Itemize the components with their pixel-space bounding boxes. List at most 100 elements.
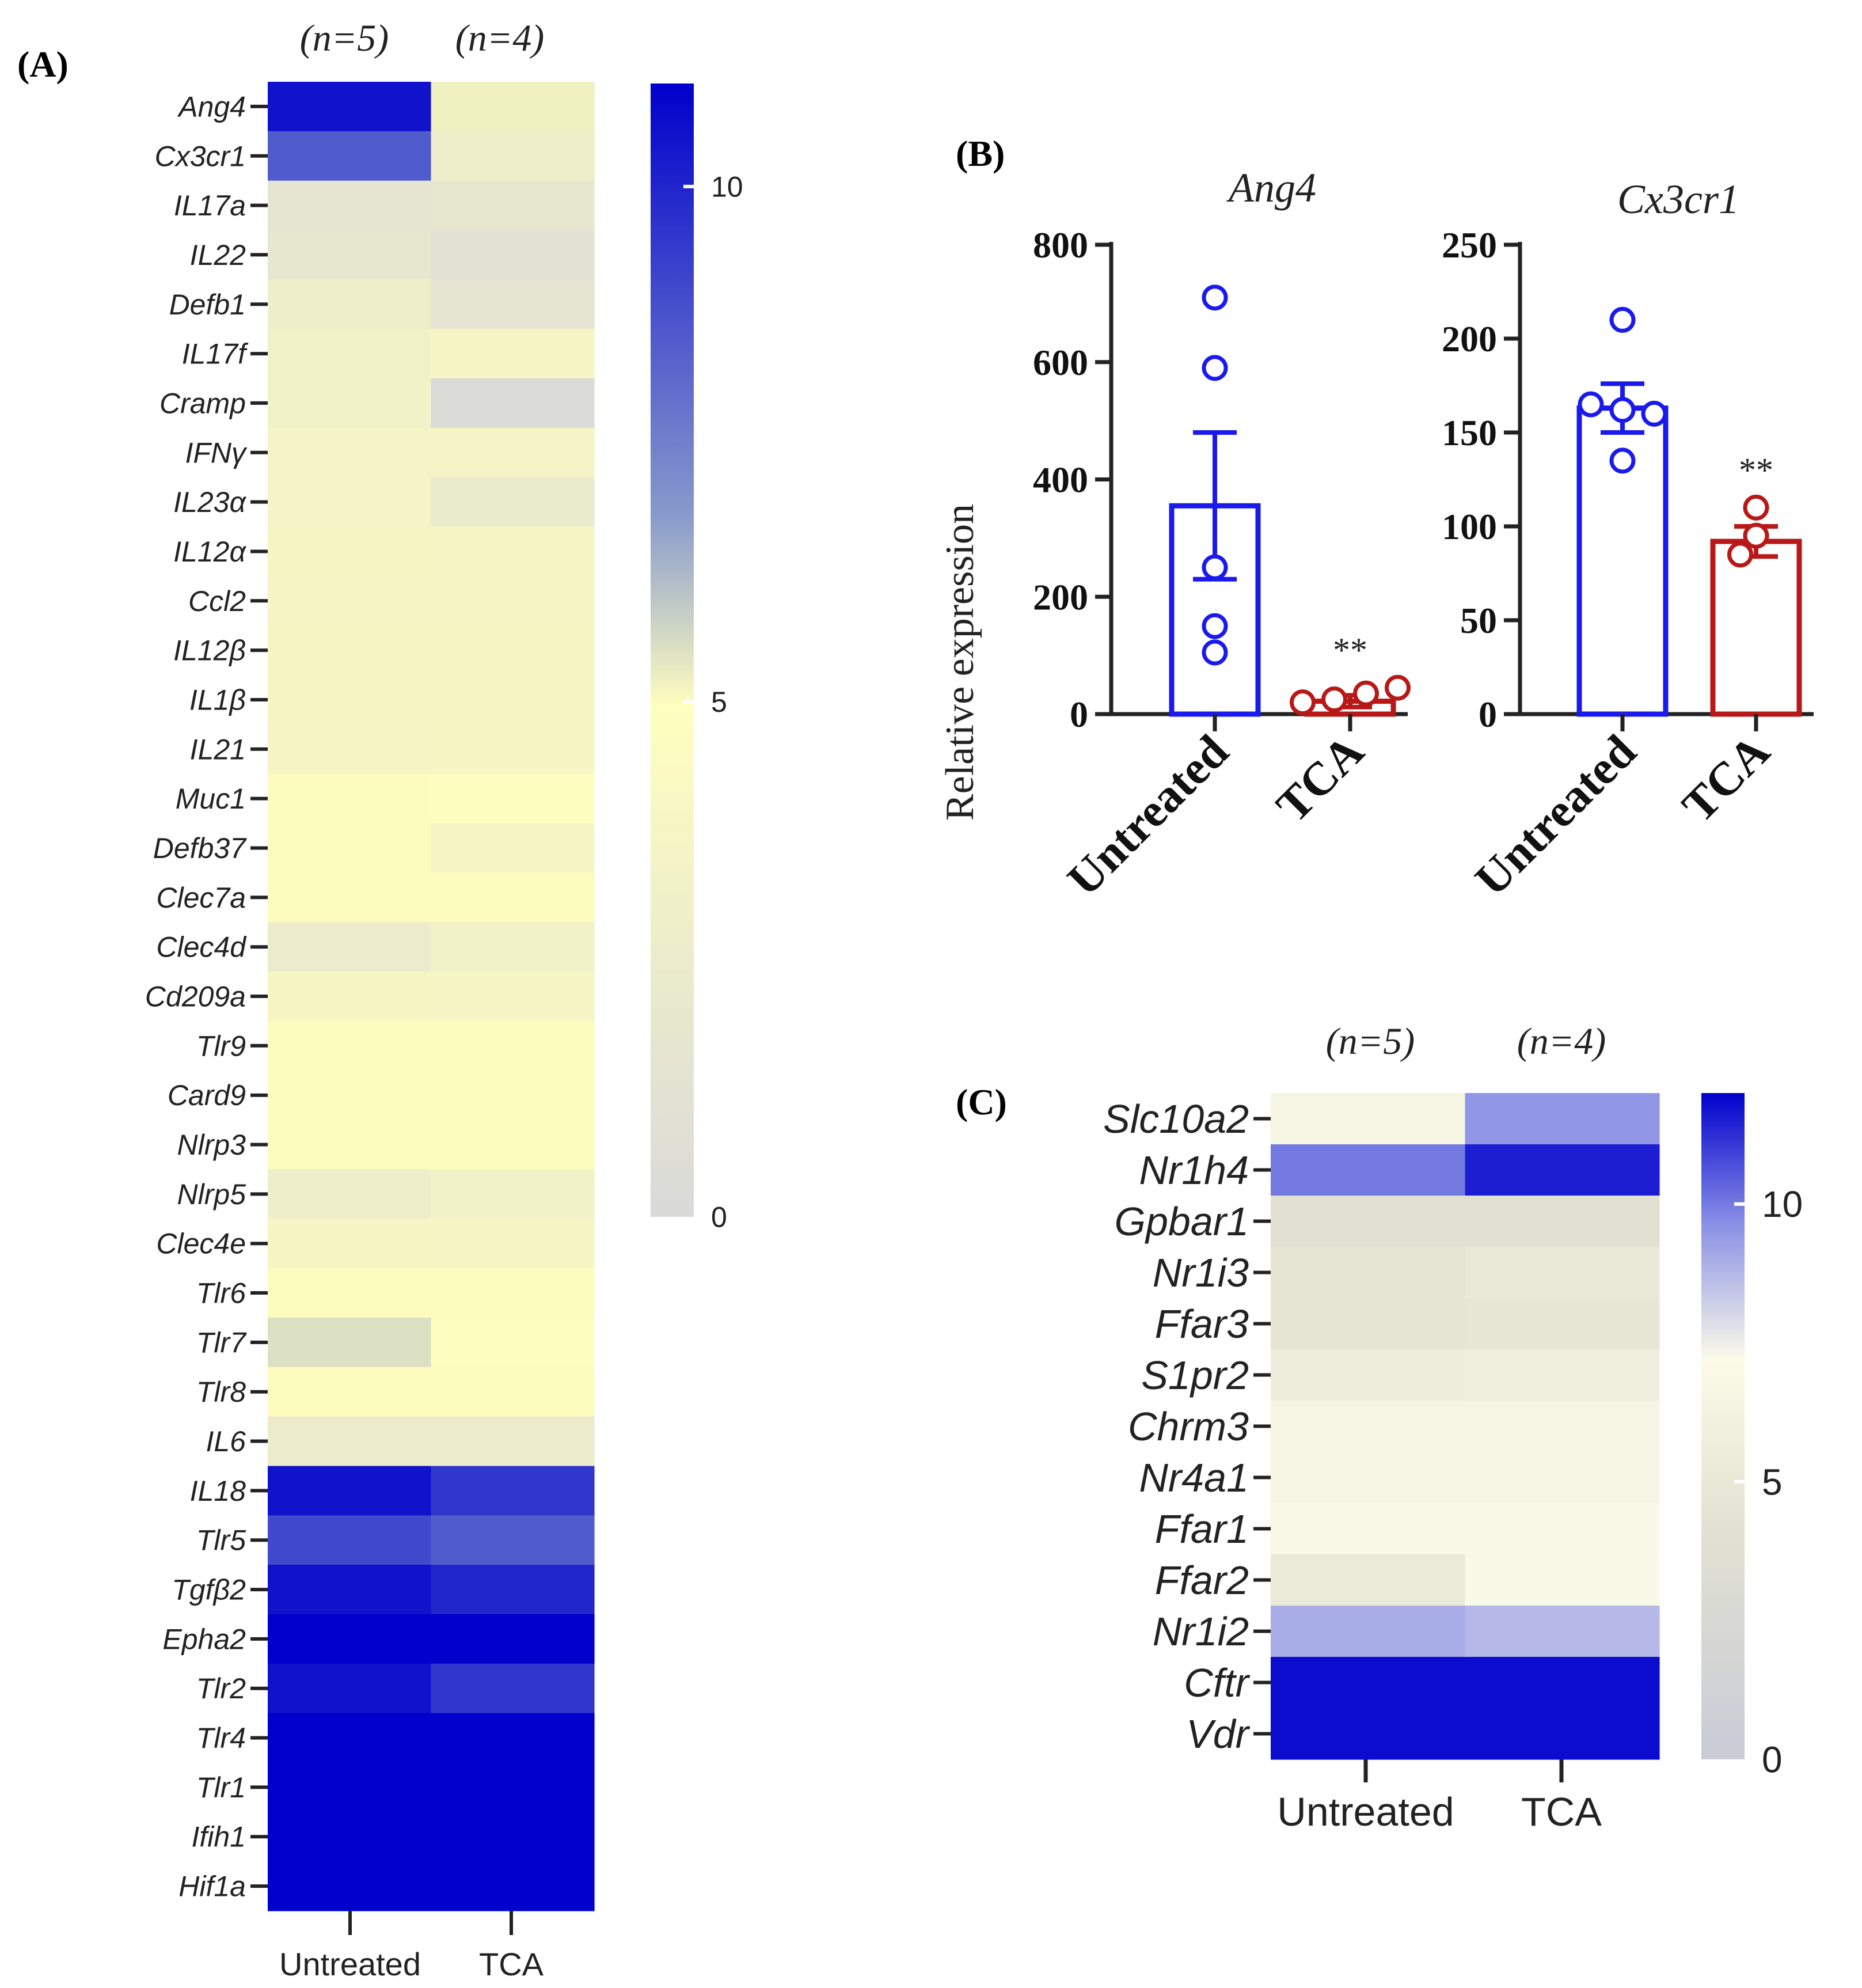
heatmap-cell [1465, 1298, 1660, 1350]
heatmap-cell [431, 180, 595, 231]
bars-cx3cr1: ** [1576, 306, 1802, 717]
heatmap-cell [1271, 1247, 1466, 1299]
heatmap-cell [268, 279, 432, 329]
row-label: Ang4 [177, 90, 246, 123]
data-point [1202, 355, 1228, 381]
heatmap-cell [1465, 1196, 1660, 1247]
heatmap-cell [1271, 1093, 1466, 1145]
row-label: IFNγ [185, 437, 248, 469]
row-label: IL12β [173, 635, 246, 667]
colorbar-tick-label: 10 [711, 170, 743, 203]
data-point [1578, 391, 1604, 418]
row-label: IL22 [190, 239, 246, 271]
x-tick-label-tca: TCA [1266, 724, 1374, 832]
heatmap-cell [268, 922, 432, 972]
heatmap-cell [431, 1070, 595, 1121]
row-label: IL21 [190, 733, 246, 765]
heatmap-cell [268, 1367, 432, 1417]
heatmap-cell [1465, 1144, 1660, 1196]
heatmap-cell [268, 1812, 432, 1862]
y-axis-label: Relative expression [938, 504, 982, 821]
data-point [1609, 306, 1636, 333]
row-label: S1pr2 [1141, 1353, 1249, 1398]
heatmap-c-cells [1271, 1093, 1660, 1760]
row-label: Nlrp5 [177, 1178, 246, 1211]
row-label: Nlrp3 [177, 1129, 246, 1161]
row-label: Tlr4 [196, 1722, 246, 1754]
row-label: Tlr7 [196, 1326, 247, 1359]
data-point [1290, 689, 1316, 716]
tca-n-label: (n=4) [455, 17, 545, 59]
row-label: Nr1i3 [1153, 1250, 1249, 1295]
row-label: IL6 [206, 1425, 246, 1458]
heatmap-cell [268, 724, 432, 775]
heatmap-a-column-label: TCA [479, 1946, 544, 1982]
heatmap-cell [431, 82, 595, 132]
heatmap-cell [431, 378, 595, 428]
y-tick-label: 50 [1460, 600, 1497, 641]
heatmap-cell [431, 1219, 595, 1269]
heatmap-cell [1271, 1298, 1466, 1350]
row-label: Ffar3 [1155, 1302, 1249, 1346]
heatmap-cell [431, 1812, 595, 1862]
heatmap-cell [431, 1120, 595, 1170]
row-label: IL23α [173, 486, 246, 518]
row-label: Ffar1 [1155, 1507, 1249, 1551]
data-point [1321, 686, 1347, 712]
heatmap-cell [431, 1020, 595, 1071]
row-label: Cd209a [145, 981, 246, 1013]
heatmap-cell [268, 823, 432, 873]
heatmap-cell [1271, 1708, 1466, 1760]
heatmap-cell [431, 773, 595, 824]
data-point [1202, 639, 1228, 666]
bar-chart-cx3cr1: Cx3cr1 0 50 100 150 200 250 ** Untreated TCA [1442, 176, 1814, 906]
heatmap-cell [431, 972, 595, 1022]
data-point [1743, 494, 1769, 521]
row-label: Ifih1 [191, 1821, 246, 1853]
heatmap-cell [431, 526, 595, 576]
row-label: Cramp [159, 387, 246, 419]
y-tick-label: 0 [1070, 694, 1088, 735]
heatmap-cell [268, 1416, 432, 1466]
heatmap-cell [431, 675, 595, 725]
heatmap-cell [431, 1367, 595, 1417]
row-label: Tlr8 [196, 1376, 246, 1408]
colorbar-tick-label: 0 [1762, 1739, 1783, 1780]
heatmap-cell [268, 576, 432, 626]
x-tick-label-tca: TCA [1672, 724, 1780, 832]
heatmap-cell [431, 922, 595, 972]
heatmap-cell [431, 329, 595, 379]
row-label: Epha2 [162, 1623, 246, 1655]
y-tick-label: 250 [1442, 225, 1497, 265]
heatmap-a-column-label: Untreated [279, 1946, 421, 1982]
heatmap-cell [431, 1565, 595, 1615]
row-label: Nr4a1 [1139, 1455, 1249, 1500]
row-label: Hif1a [178, 1871, 246, 1903]
colorbar-tick-label: 5 [711, 686, 727, 718]
data-point [1353, 680, 1379, 707]
heatmap-cell [268, 477, 432, 528]
heatmap-cell [268, 625, 432, 676]
y-ticks-ang4: 0 200 400 600 800 [1033, 225, 1111, 735]
row-label: Clec4e [156, 1228, 246, 1260]
heatmap-cell [431, 131, 595, 181]
heatmap-cell [431, 1317, 595, 1368]
heatmap-cell [268, 1713, 432, 1763]
heatmap-cell [268, 1169, 432, 1219]
y-tick-label: 600 [1033, 342, 1088, 383]
heatmap-cell [431, 872, 595, 923]
heatmap-cell [1465, 1606, 1660, 1657]
colorbar-tick-label: 10 [1762, 1183, 1803, 1225]
y-tick-label: 400 [1033, 460, 1088, 500]
heatmap-cell [268, 1515, 432, 1565]
heatmap-cell [1465, 1452, 1660, 1504]
x-tick-label-untreated: Untreated [1057, 724, 1238, 905]
y-tick-label: 100 [1442, 506, 1497, 547]
colorbar-a [651, 84, 694, 1217]
x-tick-label-untreated: Untreated [1465, 724, 1646, 905]
heatmap-cell [268, 872, 432, 923]
bars-ang4: ** [1169, 284, 1411, 717]
row-label: IL17f [182, 338, 249, 370]
panel-c-label: (C) [956, 1082, 1007, 1122]
